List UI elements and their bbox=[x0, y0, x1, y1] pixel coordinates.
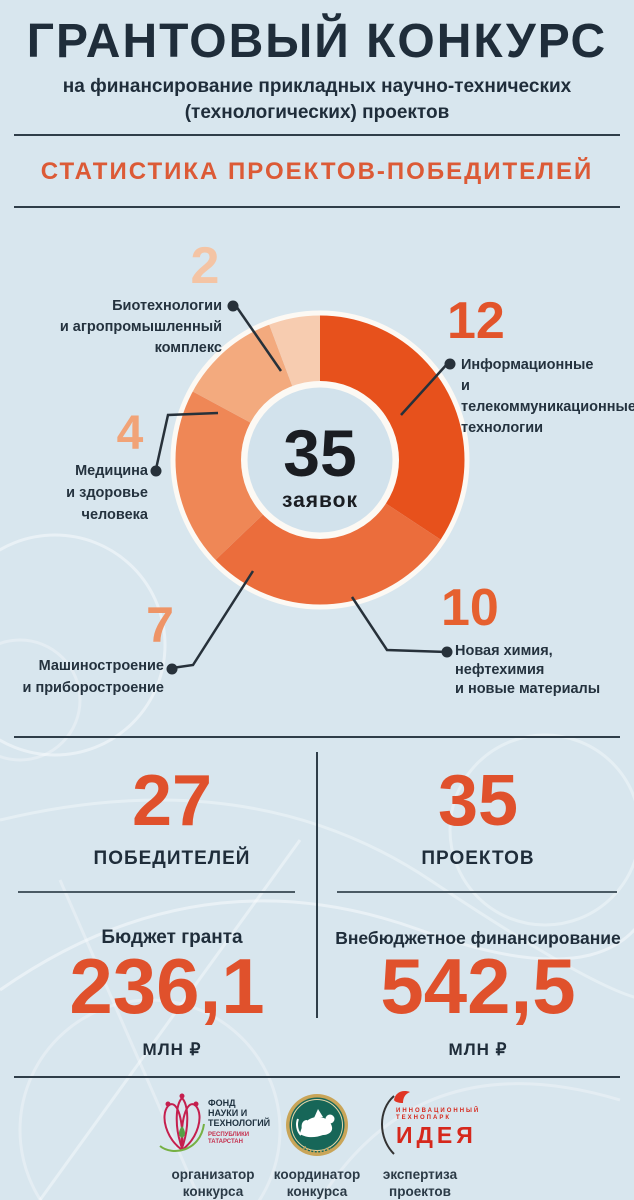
winners-label: ПОБЕДИТЕЛЕЙ bbox=[93, 848, 251, 869]
offbudget-title: Внебюджетное финансирование bbox=[335, 928, 621, 948]
segment-label-chemistry: Новая химия, нефтехимия и новые материал… bbox=[455, 643, 601, 697]
donut-outer-rim bbox=[170, 310, 470, 610]
segment-label-machinery: Машиностроение и приборостроение bbox=[22, 658, 165, 696]
expertise-caption: экспертиза проектов bbox=[382, 1167, 458, 1199]
grant-budget-title: Бюджет гранта bbox=[101, 927, 243, 948]
page-title: ГРАНТОВЫЙ КОНКУРС bbox=[26, 15, 608, 68]
callout-connector-lines bbox=[154, 305, 449, 670]
segment-label-medicine: Медицина и здоровье человека bbox=[66, 463, 148, 523]
donut-segment-7 bbox=[174, 391, 266, 561]
divider-top bbox=[14, 134, 620, 136]
segment-value-biotech: 2 bbox=[190, 237, 220, 295]
divider-left-column bbox=[18, 891, 295, 893]
segment-value-machinery: 7 bbox=[146, 597, 174, 653]
tatarstan-emblem-logo bbox=[286, 1094, 348, 1156]
divider-right-column bbox=[337, 891, 617, 893]
projects-label: ПРОЕКТОВ bbox=[421, 848, 535, 869]
projects-count: 35 bbox=[437, 761, 519, 841]
idea-technopark-logo bbox=[381, 1090, 410, 1155]
coordinator-caption: координатор конкурса bbox=[273, 1167, 361, 1199]
section-title: СТАТИСТИКА ПРОЕКТОВ-ПОБЕДИТЕЛЕЙ bbox=[40, 158, 594, 185]
segment-value-it: 12 bbox=[447, 292, 505, 350]
winners-count: 27 bbox=[131, 761, 213, 841]
applications-donut-chart bbox=[150, 300, 470, 675]
donut-segment-4 bbox=[192, 324, 294, 425]
segment-label-it: Информационные и телекоммуникационные те… bbox=[461, 357, 634, 436]
segment-value-medicine: 4 bbox=[116, 407, 144, 460]
donut-hole bbox=[247, 387, 393, 533]
donut-segments bbox=[174, 315, 465, 605]
grant-budget-unit: МЛН ₽ bbox=[142, 1040, 202, 1059]
donut-segment-12 bbox=[320, 315, 465, 540]
segment-label-biotech: Биотехнологии и агропромышленный комплек… bbox=[59, 298, 222, 356]
segment-value-chemistry: 10 bbox=[441, 579, 499, 637]
total-applications-label: заявок bbox=[281, 489, 359, 512]
organizer-caption: организатор конкурса bbox=[171, 1167, 255, 1199]
divider-above-stats bbox=[14, 736, 620, 738]
callout-dots bbox=[150, 300, 456, 675]
donut-segment-10 bbox=[215, 501, 442, 605]
page-subtitle-line1: на финансирование прикладных научно-техн… bbox=[62, 76, 572, 97]
offbudget-unit: МЛН ₽ bbox=[448, 1040, 508, 1059]
idea-logo-text: ИННОВАЦИОННЫЙ ТЕХНОПАРК ИДЕЯ bbox=[396, 1108, 481, 1148]
donut-segment-2 bbox=[269, 315, 320, 390]
fund-logo-text: ФОНД НАУКИ И ТЕХНОЛОГИЙ РЕСПУБЛИКИ ТАТАР… bbox=[208, 1098, 271, 1145]
offbudget-value: 542,5 bbox=[380, 942, 576, 1030]
total-applications-value: 35 bbox=[283, 416, 357, 490]
fund-science-technology-logo bbox=[159, 1093, 205, 1152]
grant-budget-value: 236,1 bbox=[69, 942, 265, 1030]
page-subtitle-line2: (технологических) проектов bbox=[184, 102, 450, 123]
divider-under-section-title bbox=[14, 206, 620, 208]
divider-above-footer bbox=[14, 1076, 620, 1078]
stats-vertical-divider bbox=[316, 752, 318, 1018]
